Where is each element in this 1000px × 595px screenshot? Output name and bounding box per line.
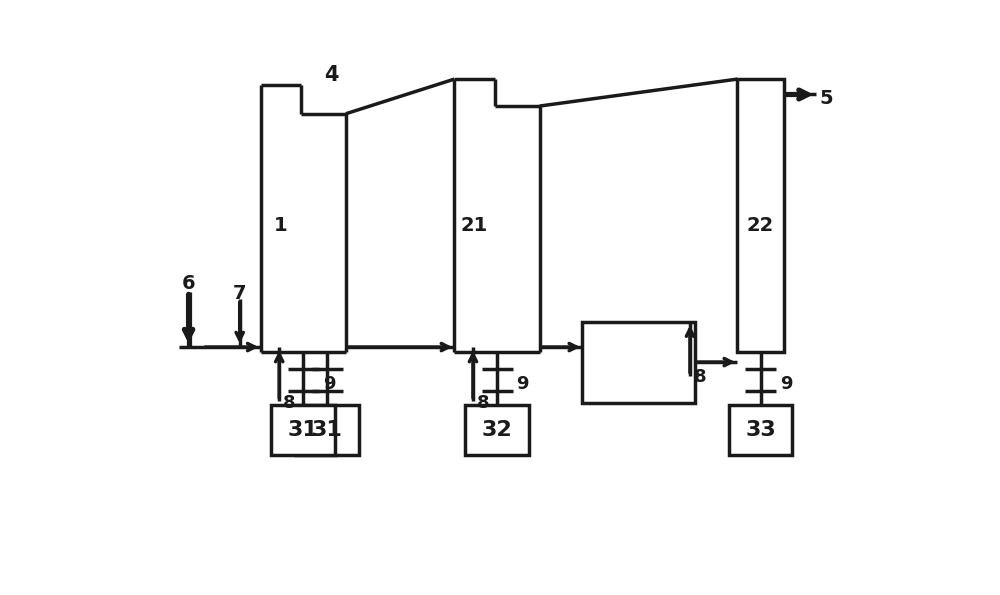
Text: 33: 33 xyxy=(745,420,776,440)
Text: 32: 32 xyxy=(482,420,512,440)
Text: 4: 4 xyxy=(324,65,338,85)
Bar xyxy=(296,405,359,455)
Bar xyxy=(737,79,784,352)
Text: 31: 31 xyxy=(312,420,343,440)
Text: 9: 9 xyxy=(516,375,529,393)
Text: 9: 9 xyxy=(323,375,335,393)
Text: 22: 22 xyxy=(747,216,774,235)
Bar xyxy=(729,405,792,455)
Text: 1: 1 xyxy=(274,216,288,235)
Text: 6: 6 xyxy=(182,274,195,293)
Bar xyxy=(465,405,529,455)
Text: 8: 8 xyxy=(694,368,706,386)
Text: 8: 8 xyxy=(477,393,489,412)
Text: 7: 7 xyxy=(233,284,246,303)
Text: 21: 21 xyxy=(461,216,488,235)
Bar xyxy=(271,405,335,455)
Bar xyxy=(582,322,695,402)
Text: 5: 5 xyxy=(820,89,833,108)
Text: 8: 8 xyxy=(283,393,296,412)
Text: 31: 31 xyxy=(288,420,319,440)
Text: 9: 9 xyxy=(780,375,792,393)
